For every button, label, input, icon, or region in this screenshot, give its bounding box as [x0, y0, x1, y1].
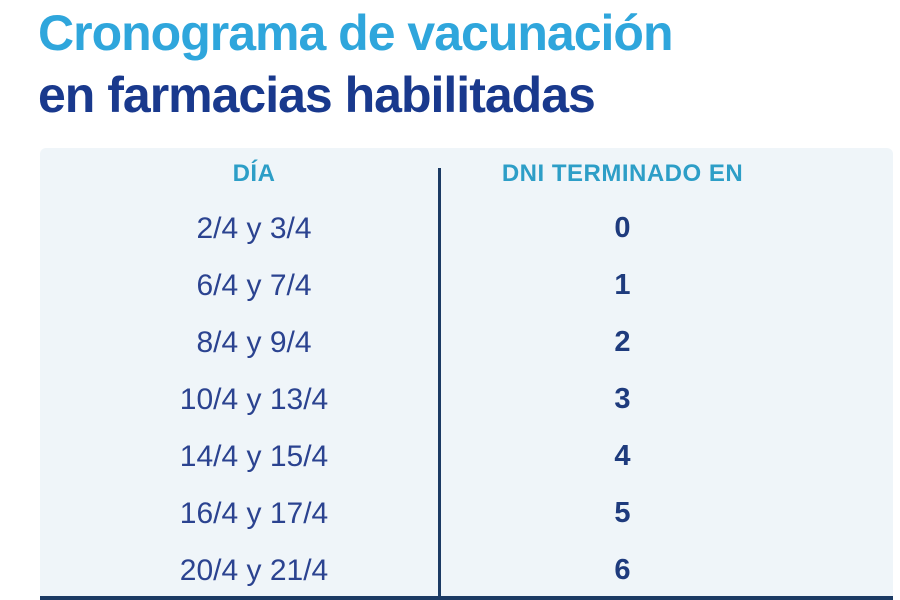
table-bottom-bar — [40, 596, 893, 600]
day-value: 20/4 y 21/4 — [179, 553, 329, 587]
table-row: 2/4 y 3/4 0 — [40, 200, 893, 257]
column-divider — [438, 168, 441, 600]
day-value: 14/4 y 15/4 — [179, 439, 329, 473]
schedule-table: DÍA DNI TERMINADO EN 2/4 y 3/4 0 6/4 y 7… — [40, 148, 893, 600]
day-cell: 14/4 y 15/4 — [40, 440, 440, 474]
page-title-line2: en farmacias habilitadas — [38, 67, 596, 123]
day-cell: 20/4 y 21/4 — [40, 554, 440, 588]
table-row: 8/4 y 9/4 2 — [40, 314, 893, 371]
table-row: 14/4 y 15/4 4 — [40, 428, 893, 485]
dni-value: 4 — [614, 440, 631, 472]
dni-cell: 3 — [440, 383, 893, 416]
dni-cell: 4 — [440, 440, 893, 473]
day-value: 10/4 y 13/4 — [179, 382, 329, 416]
dni-cell: 2 — [440, 326, 893, 359]
dni-cell: 1 — [440, 269, 893, 302]
dni-value: 6 — [614, 554, 631, 586]
dni-value: 2 — [614, 326, 631, 358]
day-cell: 6/4 y 7/4 — [40, 269, 440, 303]
dni-cell: 5 — [440, 497, 893, 530]
dni-cell: 0 — [440, 212, 893, 245]
dni-value: 1 — [614, 269, 631, 301]
table-row: 20/4 y 21/4 6 — [40, 542, 893, 599]
dni-cell: 6 — [440, 554, 893, 587]
day-value: 8/4 y 9/4 — [196, 325, 312, 359]
table-row: 16/4 y 17/4 5 — [40, 485, 893, 542]
day-cell: 16/4 y 17/4 — [40, 497, 440, 531]
day-value: 2/4 y 3/4 — [196, 211, 312, 245]
day-value: 6/4 y 7/4 — [196, 268, 312, 302]
dni-value: 5 — [614, 497, 631, 529]
header-cell-day: DÍA — [40, 160, 440, 188]
dni-value: 0 — [614, 212, 631, 244]
dni-value: 3 — [614, 383, 631, 415]
column-header-dia: DÍA — [232, 160, 276, 187]
day-cell: 10/4 y 13/4 — [40, 383, 440, 417]
header-cell-dni: DNI TERMINADO EN — [440, 160, 893, 188]
table-row: 6/4 y 7/4 1 — [40, 257, 893, 314]
table-row: 10/4 y 13/4 3 — [40, 371, 893, 428]
day-value: 16/4 y 17/4 — [179, 496, 329, 530]
day-cell: 2/4 y 3/4 — [40, 212, 440, 246]
day-cell: 8/4 y 9/4 — [40, 326, 440, 360]
page-title: Cronograma de vacunación en farmacias ha… — [38, 2, 673, 126]
table-header-row: DÍA DNI TERMINADO EN — [40, 148, 893, 200]
column-header-dni: DNI TERMINADO EN — [501, 160, 744, 187]
page-title-line1: Cronograma de vacunación — [38, 5, 673, 61]
